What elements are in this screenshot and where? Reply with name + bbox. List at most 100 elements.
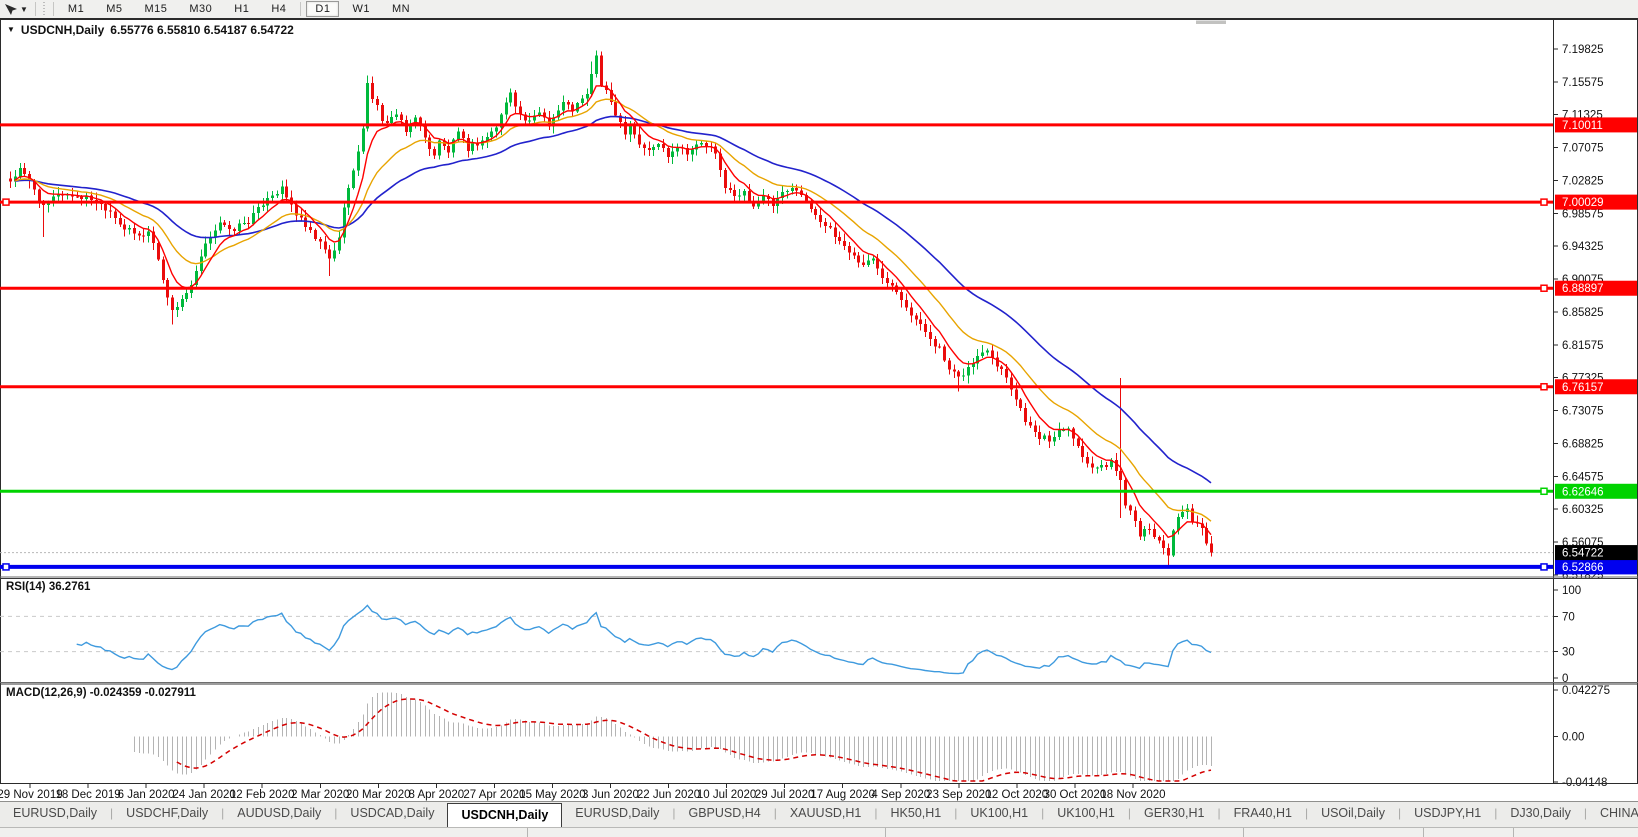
timeframe-button-h1[interactable]: H1 [234, 3, 250, 15]
price-line-badge [1555, 280, 1637, 296]
y-axis-tick-label: 6.64575 [1562, 471, 1604, 483]
chart-scrollbar-thumb[interactable] [1196, 20, 1226, 25]
x-axis-date-label: 29 Nov 2019 [0, 789, 63, 801]
status-separator [1423, 828, 1424, 837]
chart-tab-eurusd-daily[interactable]: EURUSD,Daily [575, 806, 660, 820]
macd-indicator-label: MACD(12,26,9) -0.024359 -0.027911 [6, 687, 196, 699]
x-axis-date-label: 23 Sep 2020 [926, 789, 991, 801]
line-handle[interactable] [1540, 284, 1548, 292]
chart-tab-eurusd-daily[interactable]: EURUSD,Daily [13, 806, 98, 820]
timeframe-button-m30[interactable]: M30 [189, 3, 213, 15]
x-axis-date-label: 29 Jul 2020 [755, 789, 814, 801]
x-axis-date-label: 15 May 2020 [519, 789, 586, 801]
price-line-badge [1555, 483, 1637, 499]
chart-tab-usdcad-daily[interactable]: USDCAD,Daily [350, 806, 435, 820]
line-handle[interactable] [2, 198, 10, 206]
rsi-axis-label: 70 [1562, 611, 1575, 623]
line-handle[interactable] [1540, 198, 1548, 206]
tab-separator: | [110, 806, 114, 820]
toolbar-separator [52, 2, 54, 16]
y-axis-tick-label: 7.19825 [1562, 44, 1604, 56]
current-price-badge [1555, 545, 1637, 561]
status-separator [885, 828, 886, 837]
x-axis-date-label: 3 Jun 2020 [582, 789, 639, 801]
price-axis: 7.198257.155757.113257.070757.028256.985… [1553, 19, 1604, 783]
timeframe-button-m5[interactable]: M5 [106, 3, 123, 15]
x-axis-date-label: 27 Apr 2020 [463, 789, 525, 801]
macd-axis-label: 0.00 [1562, 731, 1584, 743]
status-separator [1513, 828, 1514, 837]
chart-tab-audusd-daily[interactable]: AUDUSD,Daily [237, 806, 322, 820]
chart-tab-gbpusd-h4[interactable]: GBPUSD,H4 [688, 806, 761, 820]
y-axis-tick-label: 6.81575 [1562, 340, 1604, 352]
price-line-badge-label: 6.62646 [1562, 486, 1604, 498]
x-axis-date-label: 17 Aug 2020 [810, 789, 875, 801]
chart-tab-usdcnh-daily[interactable]: USDCNH,Daily [447, 803, 563, 827]
x-axis-date-label: 6 Jan 2020 [118, 789, 175, 801]
timeframe-toolbar: ▼ M1 M5 M15 M30 H1 H4 D1 W1 MN [0, 0, 1638, 19]
cursor-dropdown-caret-icon[interactable]: ▼ [20, 4, 28, 14]
chart-tab-xauusd-h1[interactable]: XAUUSD,H1 [789, 806, 862, 820]
chart-tab-china300-h1[interactable]: CHINA300,H1 [1599, 806, 1638, 820]
status-separator [527, 828, 528, 837]
current-price-badge-label: 6.54722 [1562, 548, 1604, 560]
y-axis-tick-label: 6.85825 [1562, 307, 1604, 319]
y-axis-tick-label: 6.73075 [1562, 406, 1604, 418]
tab-separator: | [1397, 806, 1402, 820]
tab-separator: | [221, 806, 225, 820]
line-handle[interactable] [2, 563, 10, 571]
collapse-triangle-icon[interactable]: ▼ [7, 24, 15, 34]
tab-separator: | [1494, 806, 1498, 820]
chart-tab-dj30-daily[interactable]: DJ30,Daily [1510, 806, 1571, 820]
timeframe-button-mn[interactable]: MN [391, 3, 411, 15]
price-line-badge-label: 7.10011 [1562, 120, 1603, 132]
x-axis-date-label: 12 Oct 2020 [986, 789, 1049, 801]
line-handle[interactable] [1540, 487, 1548, 496]
tab-separator: | [1304, 806, 1309, 820]
timeframe-button-w1[interactable]: W1 [352, 3, 370, 15]
toolbar-separator [300, 2, 302, 16]
y-axis-tick-label: 6.98575 [1562, 208, 1604, 220]
tab-separator: | [1217, 806, 1221, 820]
timeframe-button-m15[interactable]: M15 [144, 3, 168, 15]
chart-tab-usdjpy-h1[interactable]: USDJPY,H1 [1414, 806, 1482, 820]
timeframe-button-d1[interactable]: D1 [306, 1, 340, 17]
chart-canvas[interactable]: 7.198257.155757.113257.070757.028256.985… [0, 0, 1638, 801]
ma-slow-line [14, 115, 1212, 484]
tab-separator: | [954, 806, 958, 820]
x-axis-date-label: 24 Jan 2020 [172, 789, 235, 801]
y-axis-tick-label: 6.94325 [1562, 241, 1604, 253]
timeframe-button-m1[interactable]: M1 [67, 3, 85, 15]
chart-tab-uk100-h1[interactable]: UK100,H1 [1057, 806, 1115, 820]
rsi-axis-label: 100 [1562, 585, 1581, 597]
price-line-badge-label: 6.88897 [1562, 283, 1604, 295]
chart-tab-ger30-h1[interactable]: GER30,H1 [1144, 806, 1205, 820]
status-bar [0, 827, 1638, 837]
chart-tab-usoil-daily[interactable]: USOil,Daily [1321, 806, 1385, 820]
timeframe-button-h4[interactable]: H4 [271, 3, 287, 15]
price-line-badge [1555, 379, 1637, 395]
price-line-badge [1555, 117, 1637, 133]
chart-tab-fra40-h1[interactable]: FRA40,H1 [1233, 806, 1292, 820]
line-handle[interactable] [1540, 563, 1548, 571]
chart-quote-values: 6.55776 6.55810 6.54187 6.54722 [110, 23, 294, 37]
chart-tab-uk100-h1[interactable]: UK100,H1 [970, 806, 1029, 820]
price-line-badge [1555, 559, 1637, 575]
macd-histogram [134, 692, 1212, 781]
price-line-badge-label: 6.76157 [1562, 382, 1604, 394]
y-axis-tick-label: 7.02825 [1562, 175, 1604, 187]
y-axis-tick-label: 7.07075 [1562, 143, 1604, 155]
toolbar-grip-handle[interactable] [41, 2, 47, 16]
price-line-badge-label: 7.00029 [1562, 197, 1604, 209]
x-axis-date-label: 10 Jul 2020 [697, 789, 756, 801]
chart-tabbar: EURUSD,Daily | USDCHF,Daily | AUDUSD,Daily | U… [0, 801, 1638, 827]
rsi-indicator-label: RSI(14) 36.2761 [6, 581, 91, 593]
rsi-axis-label: 30 [1562, 647, 1575, 659]
chart-tab-hk50-h1[interactable]: HK50,H1 [890, 806, 942, 820]
chart-cursor-icon[interactable] [3, 2, 19, 17]
line-handle[interactable] [1540, 383, 1548, 391]
tab-separator: | [1583, 806, 1587, 820]
tab-separator: | [334, 806, 338, 820]
chart-tab-usdchf-daily[interactable]: USDCHF,Daily [126, 806, 209, 820]
